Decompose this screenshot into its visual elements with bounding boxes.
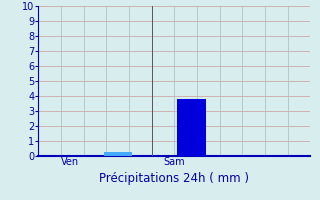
Bar	[177, 99, 205, 156]
Bar	[104, 152, 132, 156]
X-axis label: Précipitations 24h ( mm ): Précipitations 24h ( mm )	[100, 172, 249, 185]
